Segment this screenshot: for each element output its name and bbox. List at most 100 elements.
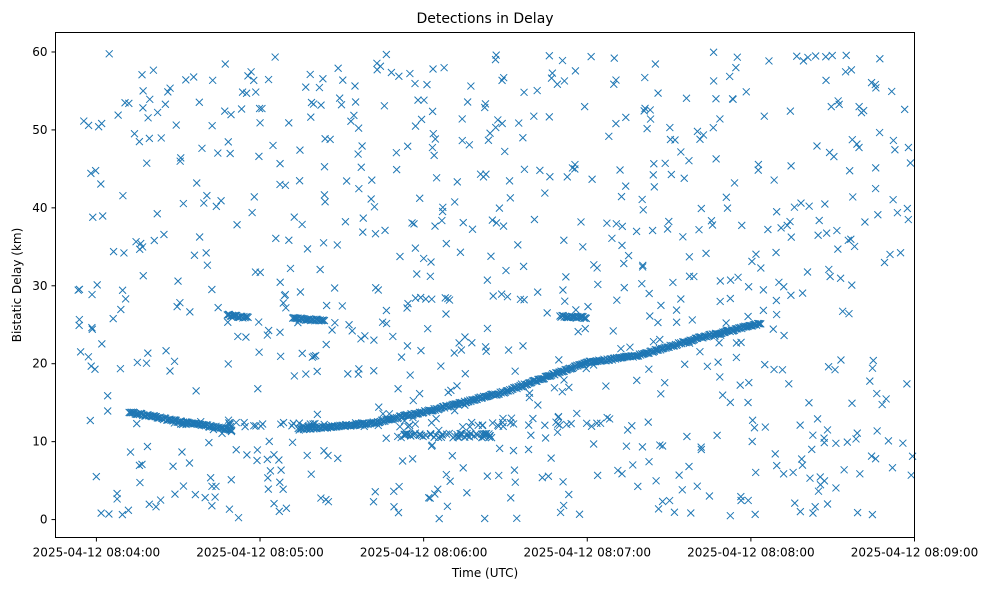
data-point-157 [715, 373, 724, 381]
data-point-626 [780, 331, 788, 340]
data-point-514 [270, 450, 278, 459]
data-point-917 [463, 429, 471, 438]
data-point-795 [161, 100, 170, 109]
data-point-261 [298, 349, 307, 358]
data-point-41 [410, 220, 418, 228]
data-point-878 [506, 418, 515, 427]
data-point-681 [238, 88, 247, 96]
data-point-460 [855, 469, 864, 478]
data-point-238 [589, 260, 598, 269]
data-point-85 [519, 133, 527, 142]
data-point-371 [75, 321, 83, 330]
data-point-664 [884, 436, 893, 445]
data-point-574 [716, 277, 725, 285]
data-point-805 [403, 304, 411, 312]
data-point-475 [448, 451, 457, 460]
data-point-500 [503, 292, 512, 301]
data-point-412 [170, 357, 179, 366]
data-point-148 [805, 398, 813, 407]
data-point-924 [487, 433, 496, 442]
data-point-121 [648, 226, 657, 235]
data-point-464 [850, 242, 859, 251]
data-point-769 [253, 446, 262, 454]
data-point-0 [351, 98, 360, 106]
data-point-292 [729, 95, 737, 104]
data-point-596 [397, 353, 406, 361]
data-point-367 [255, 348, 263, 357]
data-point-199 [482, 347, 491, 356]
data-point-463 [603, 219, 611, 228]
y-tick-label-1: 10 [32, 435, 47, 449]
data-point-579 [382, 306, 391, 315]
data-point-792 [646, 115, 655, 123]
data-point-575 [787, 291, 795, 300]
data-point-325 [398, 457, 407, 465]
data-point-160 [882, 395, 890, 403]
data-point-483 [487, 252, 495, 261]
data-point-227 [429, 65, 437, 73]
data-point-644 [322, 301, 331, 310]
data-point-37 [637, 279, 646, 288]
data-point-304 [760, 360, 769, 369]
data-point-487 [626, 343, 634, 352]
data-point-281 [823, 500, 832, 508]
data-point-480 [92, 472, 101, 481]
data-point-739 [281, 303, 290, 312]
data-point-221 [203, 191, 211, 200]
data-point-642 [529, 414, 537, 423]
data-point-529 [233, 220, 241, 229]
data-point-187 [296, 288, 305, 296]
data-point-91 [563, 173, 572, 181]
data-point-588 [306, 70, 315, 79]
data-point-689 [639, 205, 648, 214]
data-point-781 [670, 508, 679, 517]
data-point-59 [761, 423, 770, 431]
data-point-86 [713, 431, 721, 440]
data-point-774 [716, 297, 725, 306]
data-point-468 [605, 415, 614, 423]
data-point-255 [783, 221, 792, 230]
data-point-96 [529, 112, 538, 121]
data-point-651 [578, 242, 587, 251]
data-point-654 [345, 320, 353, 329]
data-point-650 [421, 295, 430, 303]
data-point-417 [489, 292, 498, 300]
data-point-380 [374, 286, 383, 294]
data-point-520 [179, 482, 188, 490]
y-tick-label-0: 0 [40, 513, 48, 527]
data-point-609 [664, 217, 673, 226]
data-point-230 [458, 136, 467, 145]
data-point-479 [492, 218, 501, 227]
data-point-840 [499, 422, 508, 431]
data-point-202 [234, 513, 243, 522]
data-point-757 [270, 499, 278, 508]
data-point-384 [94, 122, 103, 131]
data-point-31 [166, 84, 174, 93]
data-point-577 [565, 383, 573, 392]
data-point-524 [751, 468, 760, 477]
data-point-77 [174, 277, 182, 285]
data-point-105 [265, 437, 274, 446]
data-point-95 [770, 176, 779, 184]
data-point-235 [618, 222, 627, 231]
data-point-567 [797, 199, 805, 208]
data-point-159 [392, 165, 401, 174]
data-point-35 [458, 115, 467, 123]
data-point-125 [374, 403, 383, 412]
data-point-490 [290, 213, 299, 221]
data-point-729 [632, 376, 641, 385]
data-point-645 [271, 53, 280, 61]
data-point-937 [480, 429, 488, 438]
data-point-550 [678, 232, 687, 241]
data-point-315 [560, 77, 569, 85]
data-point-603 [568, 164, 577, 172]
data-point-789 [135, 137, 144, 146]
data-point-428 [143, 442, 152, 451]
data-point-322 [333, 241, 342, 249]
data-point-438 [114, 111, 122, 119]
data-point-705 [351, 82, 359, 90]
data-point-115 [836, 274, 845, 283]
data-point-76 [644, 418, 653, 426]
data-point-26 [263, 331, 272, 339]
data-point-416 [638, 442, 647, 451]
